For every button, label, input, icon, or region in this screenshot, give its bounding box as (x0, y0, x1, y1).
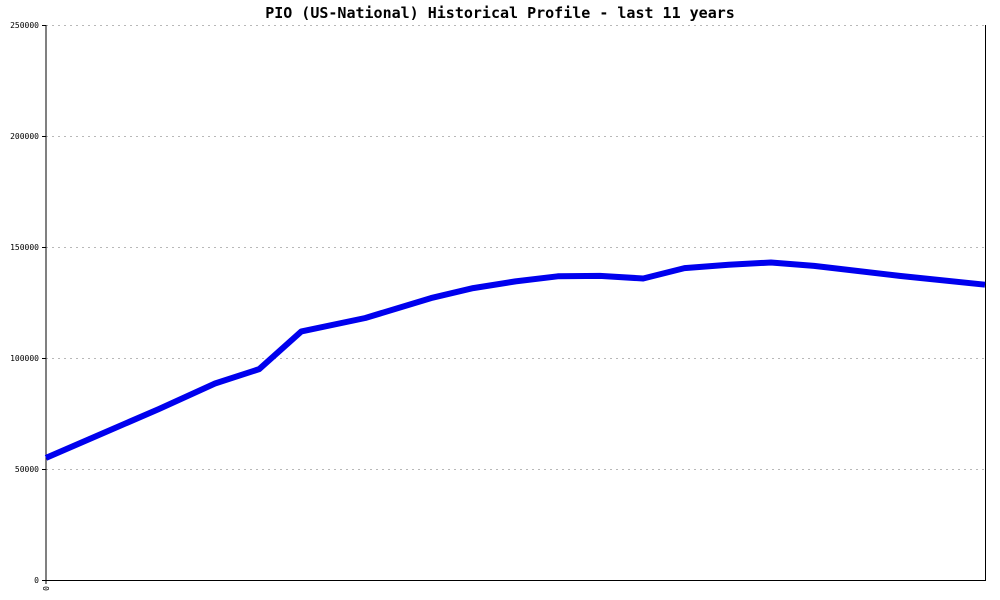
series (44, 259, 986, 461)
y-tick-labels: 0 50000 100000 150000 200000 250000 (10, 21, 46, 585)
chart-title: PIO (US-National) Historical Profile - l… (265, 4, 735, 22)
axes (45, 25, 986, 581)
y-tick-label: 50000 (15, 465, 39, 474)
y-tick-label: 250000 (10, 21, 39, 30)
x-tick-labels: 0 (42, 580, 51, 591)
x-tick-label: 0 (42, 586, 51, 591)
y-tick-label: 100000 (10, 354, 39, 363)
y-tick-label: 150000 (10, 243, 39, 252)
y-tick-label: 200000 (10, 132, 39, 141)
series-line (44, 259, 986, 461)
grid-lines (46, 25, 985, 470)
y-tick-label: 0 (34, 576, 39, 585)
